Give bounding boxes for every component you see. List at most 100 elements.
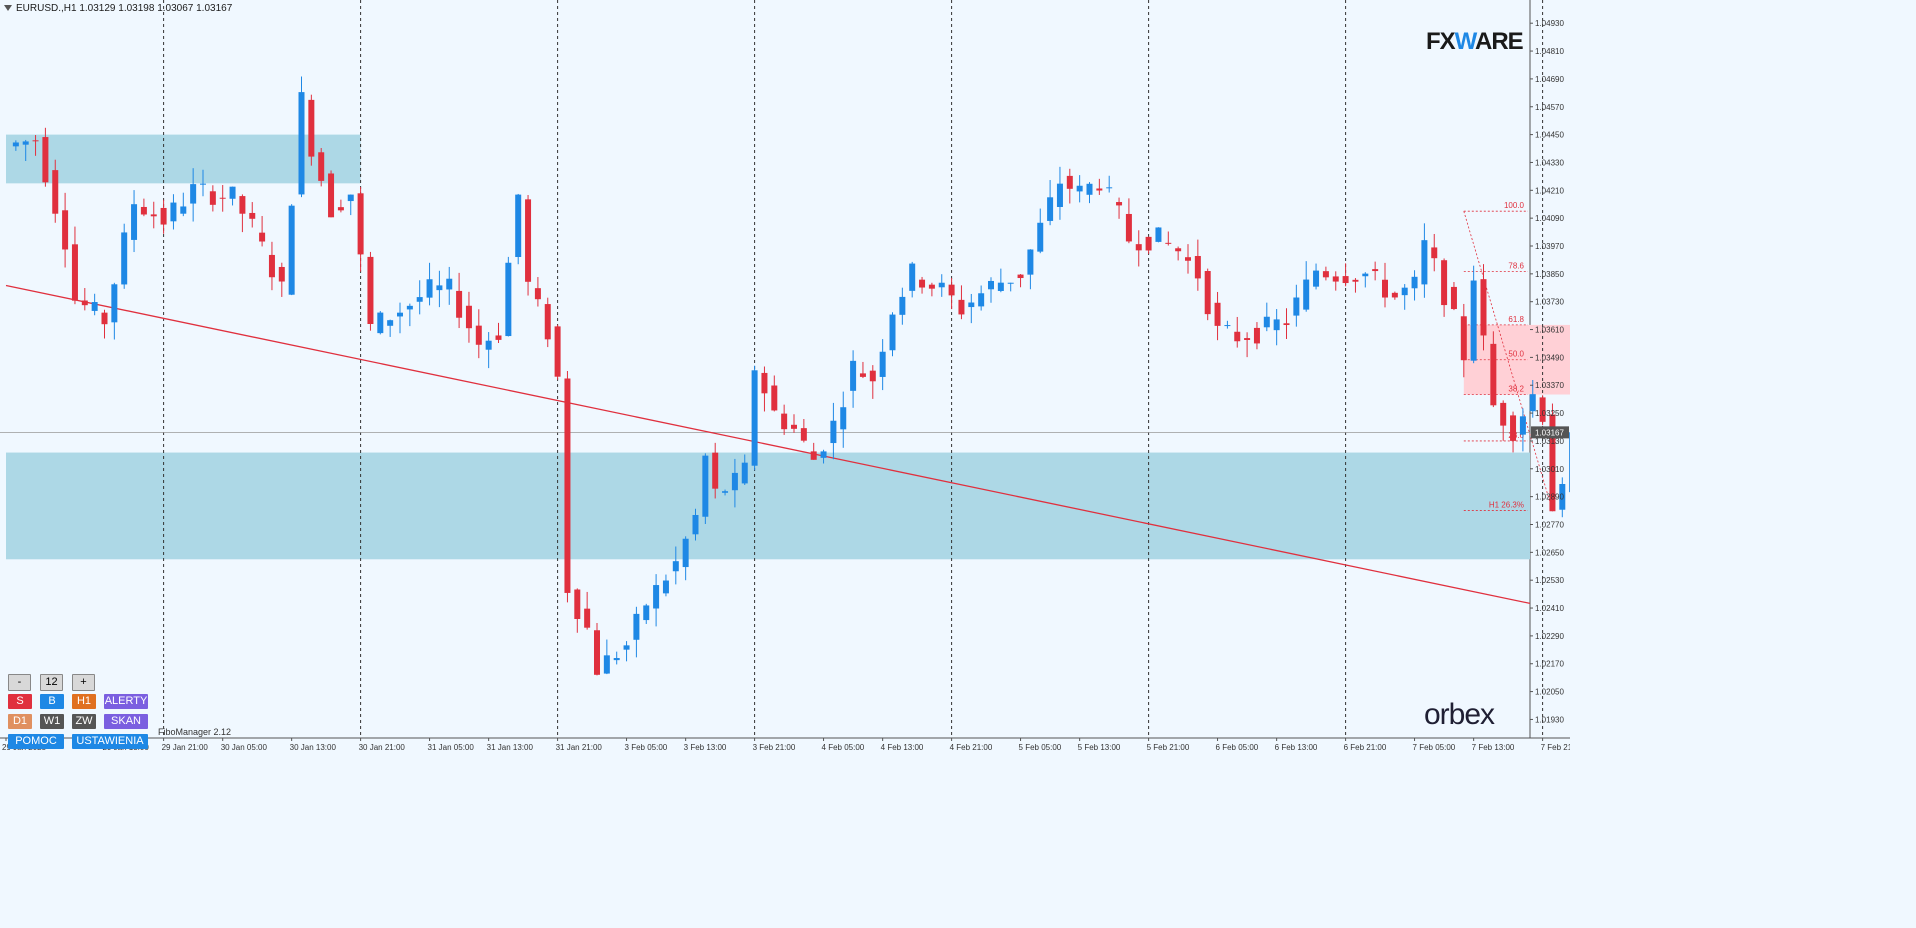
panel-h1-button[interactable]: H1 <box>72 694 96 709</box>
candle-bull <box>190 184 197 204</box>
candle-bear <box>1244 338 1251 340</box>
time-tick-label: 31 Jan 05:00 <box>428 743 475 752</box>
candle-bear <box>328 173 335 218</box>
candle-bull <box>387 320 394 326</box>
candle-bull <box>505 262 512 337</box>
panel-pomoc-button[interactable]: POMOC <box>8 734 64 749</box>
candle-bull <box>12 142 19 147</box>
panel-plus-button[interactable]: + <box>72 674 95 691</box>
time-tick-label: 30 Jan 13:00 <box>290 743 337 752</box>
panel-d1-button[interactable]: D1 <box>8 714 32 729</box>
price-tick-label: 1.03730 <box>1535 298 1564 307</box>
candle-bear <box>1332 276 1339 282</box>
fib-level-label: 78.6 <box>1508 262 1524 271</box>
candle-bear <box>800 428 807 441</box>
candle-bear <box>1322 271 1329 278</box>
candle-bear <box>475 325 482 345</box>
panel-ustawienia-button[interactable]: USTAWIENIA <box>72 734 148 749</box>
panel-skan-button[interactable]: SKAN <box>104 714 148 729</box>
candle-bear <box>1175 248 1182 252</box>
candle-bull <box>1569 432 1576 493</box>
candle-bull <box>1047 197 1054 221</box>
panel-zw-button[interactable]: ZW <box>72 714 96 729</box>
price-tick-label: 1.03850 <box>1535 270 1564 279</box>
candle-bear <box>791 424 797 429</box>
symbol-bar: EURUSD.,H1 1.03129 1.03198 1.03067 1.031… <box>4 3 232 14</box>
candle-bear <box>1194 255 1201 279</box>
candle-bear <box>771 385 778 411</box>
candle-bear <box>1342 276 1349 284</box>
trendline <box>5 284 1531 605</box>
candle-bear <box>761 372 768 394</box>
fxware-logo: FXWARE <box>1426 28 1524 55</box>
current-price-label: 1.03167 <box>1535 428 1564 437</box>
candle-bull <box>613 658 620 661</box>
time-tick-label: 5 Feb 05:00 <box>1019 743 1062 752</box>
candle-bull <box>692 514 699 535</box>
fib-level-label: 50.0 <box>1508 350 1524 359</box>
candle-bear <box>1125 213 1132 242</box>
candle-bull <box>899 296 906 315</box>
price-tick-label: 1.03490 <box>1535 353 1564 362</box>
candle-bear <box>1165 242 1172 244</box>
candle-bear <box>1135 244 1142 251</box>
candle-bull <box>741 462 748 484</box>
candle-bear <box>544 304 551 340</box>
panel-value: 12 <box>40 674 63 691</box>
candle-bull <box>702 455 709 517</box>
candle-bear <box>958 299 965 315</box>
candle-bear <box>928 284 935 289</box>
candle-bear <box>1391 292 1398 298</box>
price-tick-label: 1.03130 <box>1535 437 1564 446</box>
symbol-ohlc-label: EURUSD.,H1 1.03129 1.03198 1.03067 1.031… <box>16 3 233 14</box>
candle-bull <box>997 282 1004 291</box>
panel-w1-button[interactable]: W1 <box>40 714 64 729</box>
time-tick-label: 5 Feb 21:00 <box>1147 743 1190 752</box>
candle-bull <box>603 655 610 674</box>
price-tick-label: 1.02050 <box>1535 688 1564 697</box>
candle-bull <box>1037 222 1044 252</box>
candle-bull <box>1303 279 1310 310</box>
panel-minus-button[interactable]: - <box>8 674 31 691</box>
candle-bear <box>1253 327 1260 344</box>
candle-bull <box>200 183 206 185</box>
candle-bull <box>889 314 896 351</box>
time-tick-label: 6 Feb 21:00 <box>1344 743 1387 752</box>
candle-bear <box>160 207 167 225</box>
fib-swing-line <box>1463 211 1553 511</box>
candle-bear <box>1549 414 1556 512</box>
candle-bear <box>1234 331 1241 342</box>
candle-bull <box>722 491 729 493</box>
price-tick-label: 1.02890 <box>1535 493 1564 502</box>
panel-buy-button[interactable]: B <box>40 694 64 709</box>
panel-alerty-button[interactable]: ALERTY <box>104 694 148 709</box>
candle-bull <box>1519 416 1526 435</box>
price-tick-label: 1.04330 <box>1535 158 1564 167</box>
candle-bull <box>1559 483 1566 510</box>
candle-bear <box>249 212 256 219</box>
candle-bull <box>751 370 758 466</box>
candle-bear <box>308 99 315 157</box>
dropdown-triangle-icon[interactable] <box>4 5 12 12</box>
price-tick-label: 1.04810 <box>1535 47 1564 56</box>
candle-bear <box>594 630 600 675</box>
price-tick-label: 1.03610 <box>1535 326 1564 335</box>
candle-bear <box>42 137 49 183</box>
candle-bear <box>278 266 285 282</box>
candle-bull <box>416 297 423 302</box>
time-tick-label: 29 Jan 21:00 <box>162 743 209 752</box>
candle-bull <box>111 284 118 323</box>
candle-bull <box>968 302 975 308</box>
price-tick-label: 1.02170 <box>1535 660 1564 669</box>
candle-bear <box>1460 316 1467 361</box>
candle-bull <box>879 351 886 377</box>
price-tick-label: 1.02530 <box>1535 576 1564 585</box>
chart-canvas[interactable]: 100.078.661.850.038.223.6H1 26.3%1.04930… <box>0 0 1878 923</box>
candle-bear <box>81 300 88 306</box>
candle-bull <box>662 580 669 594</box>
panel-sell-button[interactable]: S <box>8 694 32 709</box>
candle-bull <box>850 360 857 391</box>
candle-bull <box>22 141 29 145</box>
candle-bear <box>1066 175 1073 189</box>
